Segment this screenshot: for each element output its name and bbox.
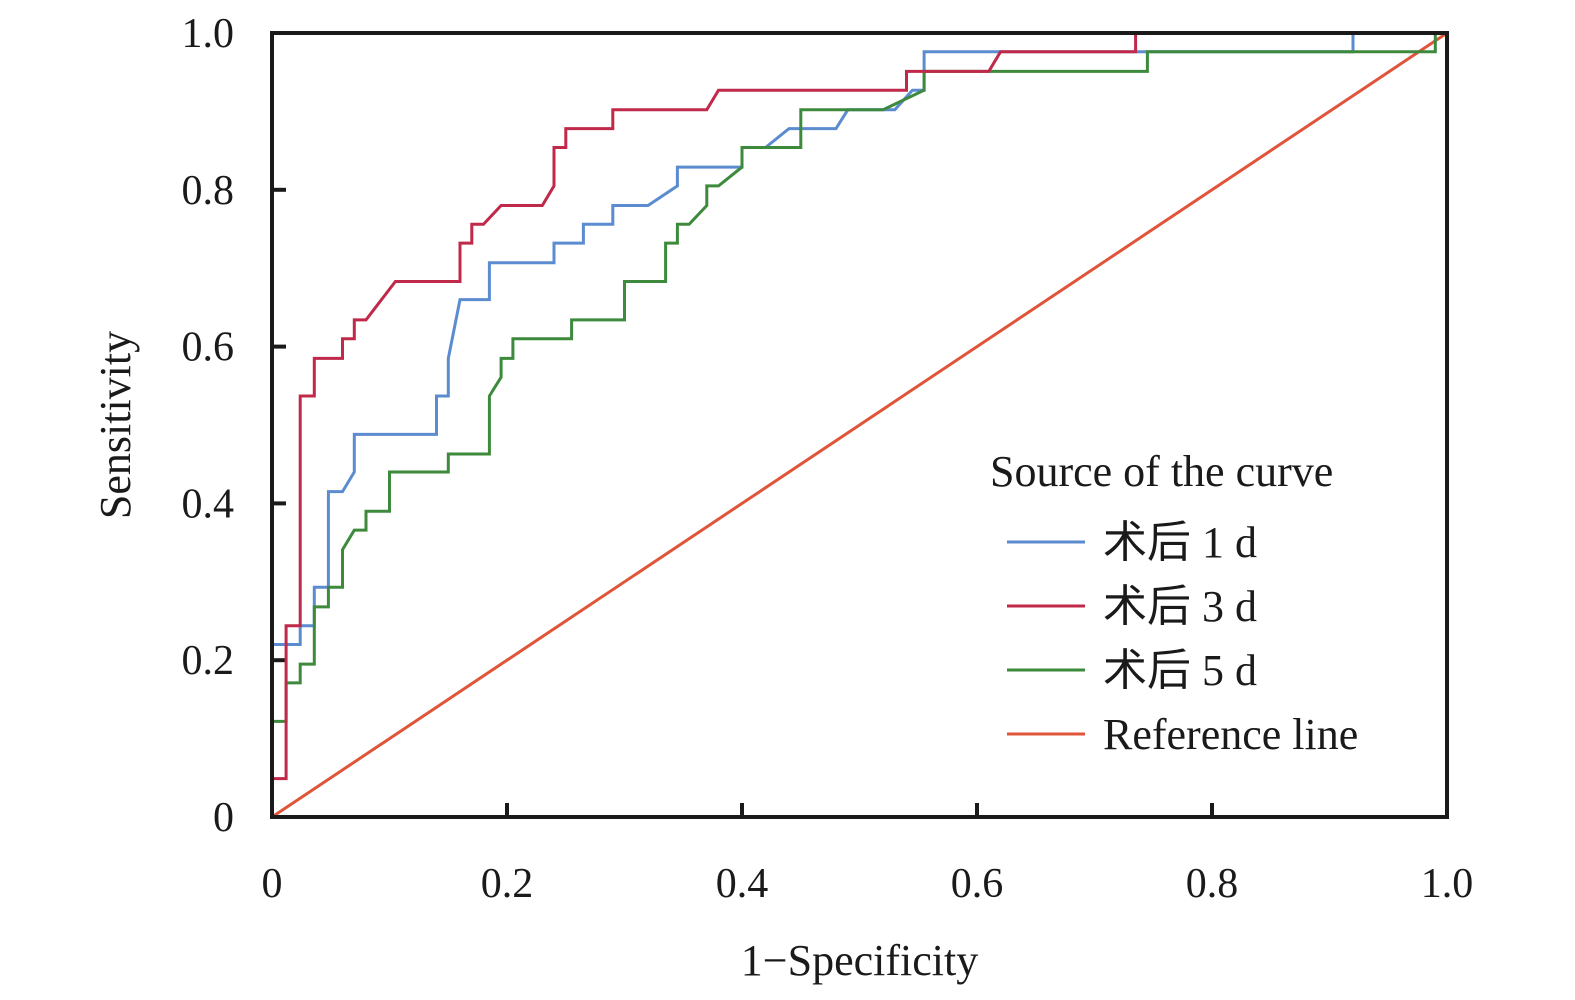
x-tick-label: 0.4 (716, 861, 769, 907)
y-axis-title: Sensitivity (91, 331, 140, 519)
series-layer (270, 31, 1448, 819)
y-tick-label: 0.6 (182, 325, 235, 371)
plot-frame (270, 31, 1449, 819)
y-tick-label: 0 (213, 795, 234, 841)
x-axis-title: 1−Specificity (741, 936, 978, 985)
x-tick-label: 0.8 (1186, 861, 1239, 907)
x-tick-label: 0.6 (951, 861, 1004, 907)
x-axis-ticks: 0 0.2 0.4 0.6 0.8 1.0 (262, 803, 1474, 907)
legend-title: Source of the curve (990, 447, 1333, 496)
y-tick-label: 0.4 (182, 481, 235, 527)
legend-label-2: 术后 5 d (1103, 646, 1257, 695)
x-tick-label: 0 (262, 861, 283, 907)
x-tick-label: 0.2 (481, 861, 534, 907)
y-tick-label: 0.2 (182, 638, 235, 684)
series-line-3 (271, 31, 1448, 819)
legend-label-3: Reference line (1103, 710, 1358, 759)
y-tick-label: 0.8 (182, 168, 235, 214)
y-tick-label: 1.0 (182, 11, 235, 57)
legend-label-1: 术后 3 d (1103, 582, 1257, 631)
legend: Source of the curve 术后 1 d 术后 3 d 术后 5 d Re… (990, 447, 1358, 759)
x-tick-label: 1.0 (1421, 861, 1474, 907)
series-line-1 (270, 31, 1447, 817)
series-line-2 (270, 31, 1447, 817)
legend-label-0: 术后 1 d (1103, 518, 1257, 567)
